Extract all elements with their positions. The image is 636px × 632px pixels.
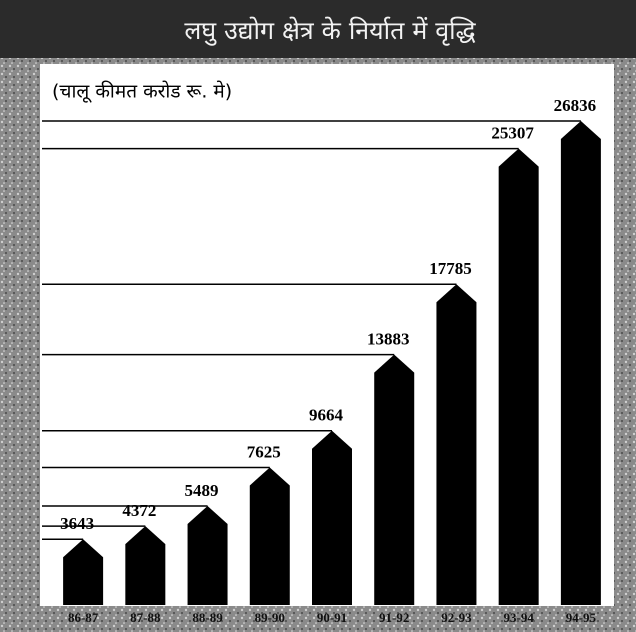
value-label: 9664 (309, 406, 344, 425)
value-label: 4372 (122, 501, 156, 520)
x-tick-label: 94-95 (566, 610, 597, 625)
x-tick-label: 91-92 (379, 610, 409, 625)
x-tick-label: 90-91 (317, 610, 347, 625)
x-tick-label: 88-89 (192, 610, 223, 625)
value-label: 25307 (491, 123, 534, 142)
bar (498, 148, 539, 605)
bar (560, 120, 601, 606)
value-label: 13883 (367, 330, 410, 349)
value-label: 17785 (429, 259, 472, 278)
x-tick-label: 92-93 (441, 610, 472, 625)
title-band (0, 0, 636, 58)
bar (125, 526, 166, 605)
chart-title: लघु उद्योग क्षेत्र के निर्यात में वृद्धि (184, 16, 476, 46)
x-tick-label: 86-87 (68, 610, 99, 625)
bar (63, 539, 104, 605)
bar (436, 284, 477, 605)
bar (312, 430, 352, 605)
x-tick-label: 87-88 (130, 610, 161, 625)
bar (249, 467, 290, 605)
value-label: 7625 (247, 442, 281, 461)
subtitle: (चालू कीमत करोड रू. मे) (52, 80, 232, 104)
value-label: 3643 (60, 514, 94, 533)
bar (187, 506, 228, 605)
value-label: 26836 (554, 96, 597, 115)
bar (374, 354, 415, 605)
x-tick-label: 93-94 (503, 610, 534, 625)
x-tick-label: 89-90 (255, 610, 285, 625)
value-label: 5489 (185, 481, 219, 500)
